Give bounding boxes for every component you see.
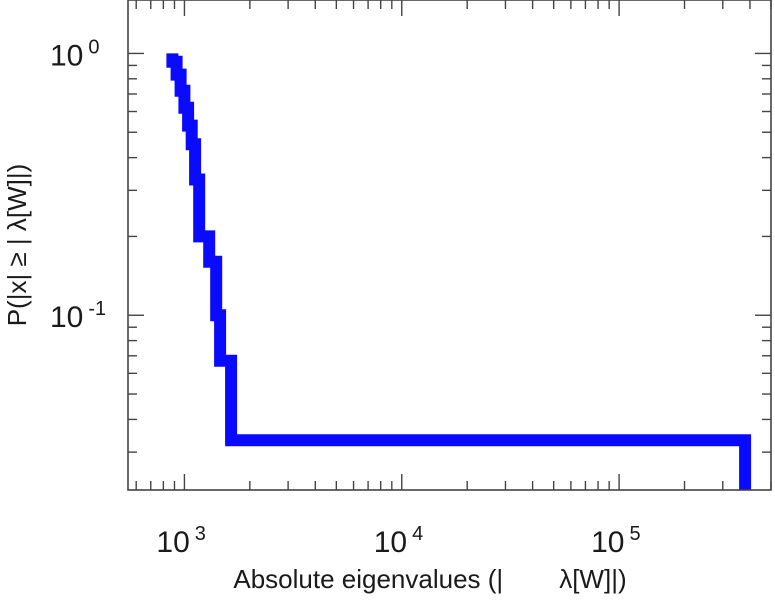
x-axis-label: Absolute eigenvalues (| λ[W]|) xyxy=(233,564,626,594)
minor-ticks xyxy=(128,0,772,490)
y-tick-labels: 10 0 10 -1 xyxy=(50,36,106,334)
x-tick-label-4: 10 4 xyxy=(374,523,424,559)
x-tick-label-3: 10 3 xyxy=(156,523,206,559)
y-tick-label-0: 10 0 xyxy=(50,36,100,72)
x-tick-label-5: 10 5 xyxy=(591,523,641,559)
y-axis-label: P(|x| ≥ | λ[W]|) xyxy=(2,164,32,327)
y-tick-label-minus1: 10 -1 xyxy=(50,298,106,334)
series-step-line-0 xyxy=(166,53,752,490)
plot-frame xyxy=(127,0,772,491)
x-tick-labels: 10 3 10 4 10 5 xyxy=(156,523,640,559)
major-ticks xyxy=(128,0,771,490)
series-line xyxy=(166,53,752,490)
